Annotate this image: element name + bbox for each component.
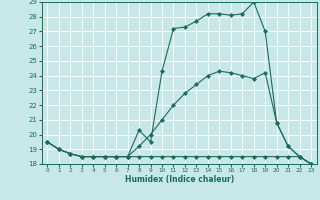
X-axis label: Humidex (Indice chaleur): Humidex (Indice chaleur) xyxy=(124,175,234,184)
